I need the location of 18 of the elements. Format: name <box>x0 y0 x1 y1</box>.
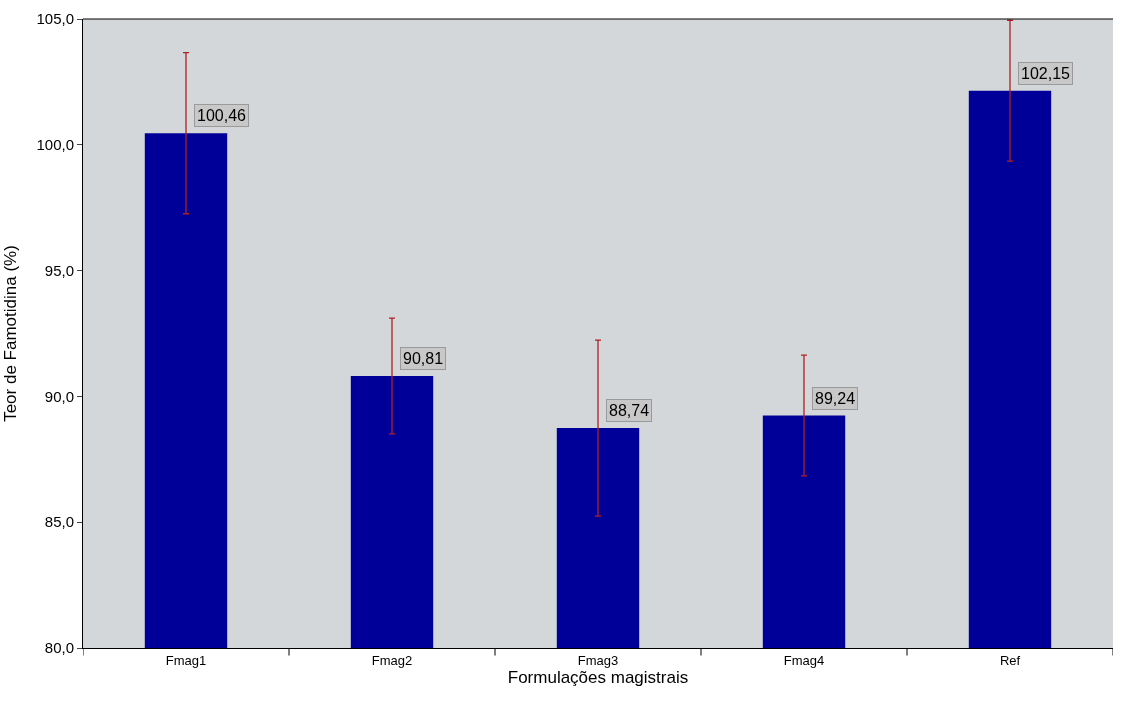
x-tick-label: Fmag2 <box>371 652 413 668</box>
x-tick-label: Fmag3 <box>577 652 619 668</box>
x-tick-label: Fmag1 <box>165 652 207 668</box>
data-label: 102,15 <box>1021 65 1071 82</box>
y-tick-label: 95,0 <box>44 261 74 279</box>
y-tick-label: 105,0 <box>36 10 74 28</box>
x-tick-label: Ref <box>999 652 1021 668</box>
x-tick-label: Fmag4 <box>783 652 825 668</box>
y-tick-label: 85,0 <box>44 513 74 531</box>
data-label: 90,81 <box>403 350 444 367</box>
y-tick-label: 100,0 <box>36 136 74 154</box>
x-axis-title: Formulações magistrais <box>507 668 689 687</box>
data-label: 100,46 <box>197 107 247 124</box>
y-tick-label: 90,0 <box>44 387 74 405</box>
y-tick-label: 80,0 <box>44 639 74 657</box>
data-label: 88,74 <box>609 402 650 419</box>
data-label: 89,24 <box>815 390 856 407</box>
y-axis-title: Teor de Famotidina (%) <box>1 245 20 422</box>
